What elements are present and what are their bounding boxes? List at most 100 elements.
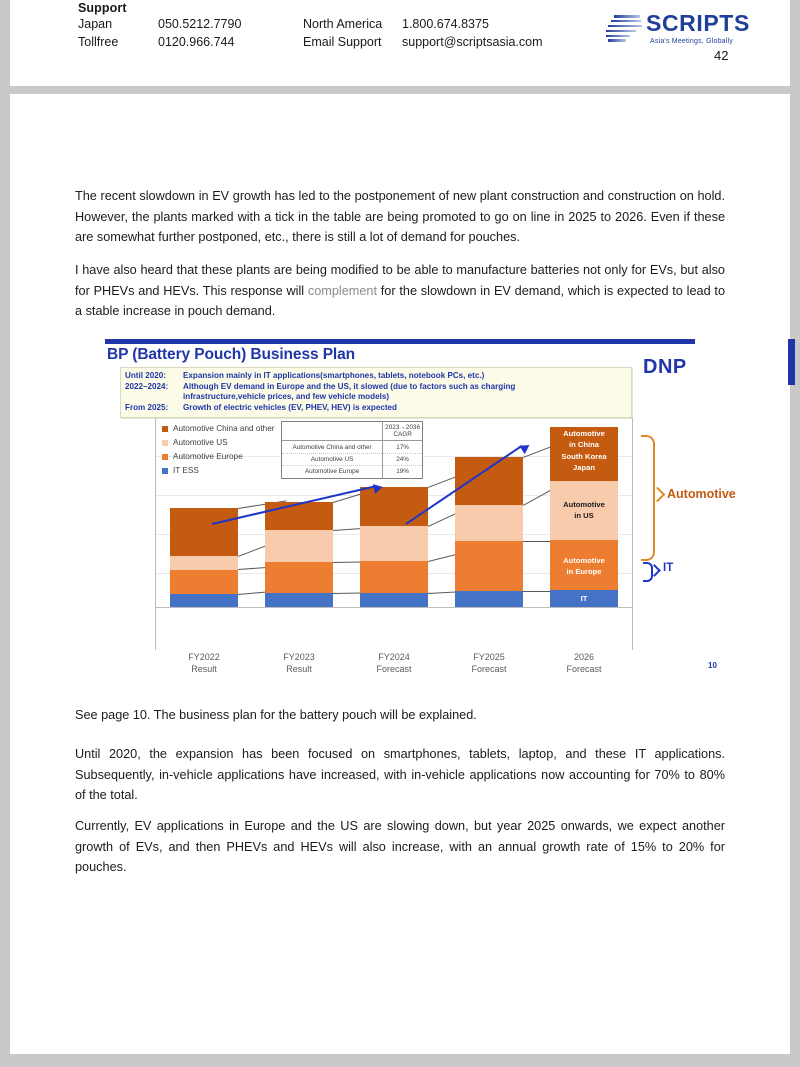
paragraph-2-part-b: for the slowdown in EV demand, which is … [75, 283, 726, 319]
bar-segment-automotive-europe [455, 541, 523, 591]
support-phone-japan: 050.5212.7790 [158, 17, 242, 31]
slide-note-box: Until 2020: Expansion mainly in IT appli… [120, 367, 632, 419]
legend-label: Automotive China and other [173, 424, 275, 433]
legend-swatch-icon [162, 467, 168, 474]
cagr-table: 2023→2036 CAGR Automotive China and othe… [281, 421, 423, 479]
note-row: infrastructure,vehicle prices, and few v… [125, 392, 627, 403]
x-label-2026: 2026 Forecast [539, 652, 629, 675]
bar-segment-automotive-us [455, 505, 523, 541]
support-region-japan: Japan [78, 17, 113, 31]
paragraph-4: Until 2020, the expansion has been focus… [75, 747, 725, 802]
bar-segment-automotive-europe: Automotive in Europe [550, 540, 618, 590]
cagr-row-label: Automotive China and other [281, 440, 384, 454]
bar-label-line: in US [574, 511, 594, 521]
x-label-line: Result [191, 663, 217, 674]
x-label-line: Result [286, 663, 312, 674]
logo-wordmark: SCRIPTS [646, 10, 750, 36]
support-label: Support [78, 1, 127, 15]
slide-brand-dnp: DNP [643, 356, 687, 378]
table-row: Automotive Europe 19% [281, 465, 423, 478]
chart-bars: Automotive in China South Korea Japan Au… [156, 418, 632, 650]
paragraph-2-highlight: complement [307, 283, 377, 298]
cagr-header-blank [281, 421, 384, 442]
slide-top-bar [105, 339, 695, 344]
note-value: infrastructure,vehicle prices, and few v… [183, 392, 390, 402]
note-value: Although EV demand in Europe and the US,… [183, 381, 516, 391]
cagr-header-line1: 2023→2036 [385, 424, 420, 432]
note-row: From 2025: Growth of electric vehicles (… [125, 403, 627, 414]
bar-segment-it-ess [265, 593, 333, 607]
bar-label-line: in Europe [566, 567, 602, 577]
header-page-number: 42 [714, 48, 729, 63]
note-key: From 2025: [125, 402, 169, 412]
bar-segment-automotive-us [360, 526, 428, 561]
bar-segment-automotive-china [455, 457, 523, 505]
note-value: Growth of electric vehicles (EV, PHEV, H… [183, 402, 397, 412]
chart-baseline [156, 607, 632, 608]
legend-item: IT ESS [162, 466, 275, 475]
scripts-logo: SCRIPTS Asia's Meetings, Globally [606, 10, 749, 54]
legend-item: Automotive US [162, 438, 275, 447]
paragraph-2: I have also heard that these plants are … [75, 260, 725, 322]
logo-tagline: Asia's Meetings, Globally [650, 38, 733, 45]
x-label-fy2023: FY2023 Result [254, 652, 344, 675]
arrow-head-icon [372, 482, 384, 494]
x-label-line: FY2023 [283, 652, 315, 662]
paragraph-5: Currently, EV applications in Europe and… [75, 819, 725, 874]
x-label-line: FY2025 [473, 652, 505, 662]
bar-segment-automotive-europe [360, 561, 428, 593]
cagr-row-value: 24% [382, 453, 423, 467]
note-key: Until 2020: [125, 371, 166, 380]
support-phone-tollfree: 0120.966.744 [158, 35, 235, 49]
automotive-bracket [641, 435, 655, 561]
connector-line [523, 541, 572, 542]
cagr-header-value: 2023→2036 CAGR [382, 421, 423, 442]
x-label-line: Forecast [376, 663, 412, 674]
paragraph-2-part-a: I have also heard that these plants are … [75, 263, 725, 298]
bar-segment-it-ess [170, 594, 238, 607]
support-phone-north-america: 1.800.674.8375 [402, 17, 489, 31]
bar-segment-automotive-china [265, 502, 333, 530]
legend-swatch-icon [162, 425, 168, 432]
cagr-row-value: 19% [396, 468, 409, 476]
legend-label: IT ESS [173, 466, 199, 475]
x-label-line: Forecast [566, 663, 602, 674]
bar-segment-automotive-us [170, 556, 238, 570]
bar-segment-it-ess [455, 591, 523, 607]
table-row: Automotive US 24% [281, 453, 423, 467]
bar-segment-automotive-us [265, 530, 333, 562]
chart-legend: Automotive China and other Automotive US… [162, 424, 275, 480]
bar-label-line: South Korea [561, 451, 607, 461]
slide-title: BP (Battery Pouch) Business Plan [107, 346, 356, 363]
cagr-header-line2: CAGR [393, 431, 412, 439]
legend-label: Automotive US [173, 438, 228, 447]
bar-segment-automotive-europe [170, 570, 238, 594]
x-label-fy2025: FY2025 Forecast [444, 652, 534, 675]
embedded-slide: BP (Battery Pouch) Business Plan DNP Unt… [95, 339, 795, 691]
page-header: Support Japan 050.5212.7790 North Americ… [10, 0, 790, 86]
connector-line [523, 591, 572, 592]
logo-stripes-icon [606, 15, 642, 47]
x-label-line: FY2022 [188, 652, 220, 662]
cagr-row-label: Automotive Europe [281, 465, 384, 478]
legend-item: Automotive Europe [162, 452, 275, 461]
bar-segment-it-ess [360, 593, 428, 607]
it-bracket-label: IT [663, 562, 674, 574]
note-value: Expansion mainly in IT applications(smar… [183, 371, 485, 380]
table-row: Automotive China and other 17% [281, 440, 423, 454]
slide-page-number: 10 [708, 661, 717, 670]
paragraph-3: See page 10. The business plan for the b… [75, 708, 477, 722]
legend-swatch-icon [162, 439, 168, 446]
legend-swatch-icon [162, 453, 168, 460]
document-sheet: The recent slowdown in EV growth has led… [10, 94, 795, 1054]
support-email-address: support@scriptsasia.com [402, 35, 543, 49]
bar-segment-automotive-europe [265, 562, 333, 593]
it-bracket [643, 562, 653, 582]
slide-right-bar [788, 339, 795, 385]
x-label-line: FY2024 [378, 652, 410, 662]
bar-segment-automotive-china [360, 487, 428, 526]
automotive-bracket-label: Automotive [667, 487, 736, 501]
x-label-fy2022: FY2022 Result [159, 652, 249, 675]
bar-label-line: Automotive [563, 556, 605, 565]
